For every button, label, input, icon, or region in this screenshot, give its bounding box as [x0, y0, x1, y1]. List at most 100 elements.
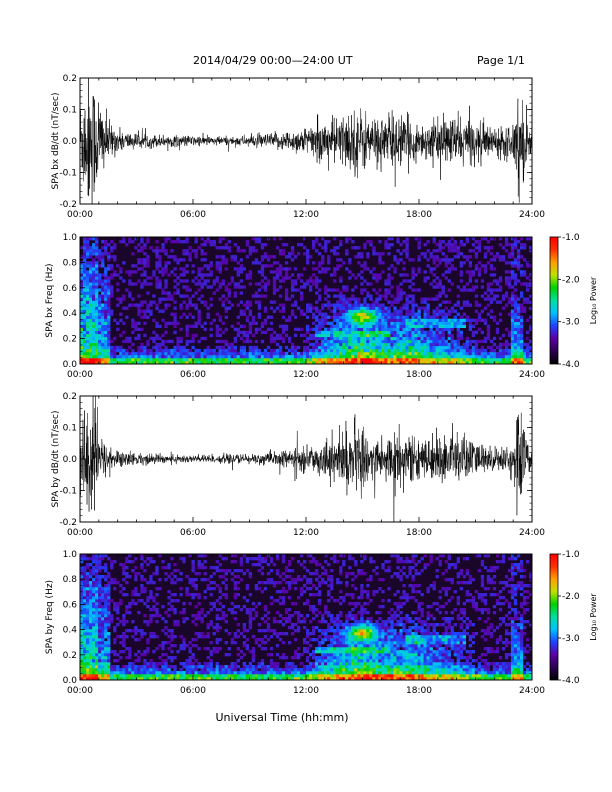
- spectrogram-cell: [408, 357, 412, 362]
- spectrogram-cell: [104, 647, 108, 651]
- spectrogram-cell: [251, 318, 256, 322]
- spectrogram-cell: [486, 288, 491, 292]
- spectrogram-cell: [453, 267, 457, 271]
- spectrogram-cell: [89, 608, 93, 612]
- spectrogram-cell: [200, 354, 204, 359]
- y-tick-label: -0.2: [59, 200, 77, 210]
- spectrogram-cell: [441, 360, 445, 365]
- spectrogram-cell: [83, 587, 87, 591]
- spectrogram-cell: [387, 336, 391, 341]
- spectrogram-cell: [378, 306, 382, 310]
- spectrogram-cell: [327, 360, 331, 365]
- spectrogram-cell: [185, 240, 189, 244]
- spectrogram-cell: [119, 276, 123, 280]
- spectrogram-cell: [143, 357, 147, 362]
- spectrogram-cell: [239, 608, 244, 612]
- spectrogram-cell: [378, 333, 382, 338]
- spectrogram-cell: [176, 237, 180, 241]
- spectrogram-cell: [465, 303, 470, 307]
- spectrogram-cell: [438, 261, 442, 265]
- spectrogram-cell: [173, 623, 177, 627]
- spectrogram-cell: [426, 240, 430, 244]
- spectrogram-cell: [185, 324, 189, 329]
- spectrogram-cell: [119, 270, 123, 274]
- spectrogram-cell: [296, 243, 301, 247]
- spectrogram-cell: [80, 575, 84, 579]
- spectrogram-cell: [266, 354, 271, 359]
- spectrogram-cell: [221, 348, 225, 353]
- spectrogram-cell: [83, 575, 87, 579]
- spectrogram-cell: [396, 336, 400, 341]
- x-tick-label: 00:00: [67, 210, 93, 220]
- spectrogram-cell: [110, 671, 114, 675]
- spectrogram-cell: [251, 345, 256, 350]
- spectrogram-cell: [480, 309, 485, 313]
- spectrogram-cell: [113, 351, 117, 356]
- spectrogram-cell: [284, 333, 289, 338]
- spectrogram-cell: [396, 357, 400, 362]
- spectrogram-cell: [179, 587, 183, 591]
- spectrogram-cell: [80, 270, 84, 274]
- spectrogram-cell: [245, 671, 250, 675]
- spectrogram-cell: [468, 261, 473, 265]
- spectrogram-cell: [110, 360, 114, 365]
- spectrogram-cell: [351, 288, 355, 292]
- spectrogram-cell: [393, 354, 397, 359]
- spectrogram-cell: [143, 665, 147, 669]
- spectrogram-cell: [200, 252, 204, 256]
- spectrogram-cell: [161, 348, 165, 353]
- spectrogram-cell: [272, 261, 277, 265]
- spectrogram-cell: [104, 614, 108, 618]
- spectrogram-cell: [519, 318, 524, 322]
- spectrogram-cell: [95, 285, 99, 289]
- spectrogram-cell: [239, 258, 244, 262]
- spectrogram-cell: [369, 303, 373, 307]
- spectrogram-cell: [167, 647, 171, 651]
- spectrogram-cell: [501, 246, 506, 250]
- spectrogram-cell: [315, 300, 319, 304]
- spectrogram-cell: [495, 357, 500, 362]
- spectrogram-cell: [113, 650, 117, 654]
- spectrogram-cell: [306, 339, 310, 344]
- spectrogram-cell: [393, 342, 397, 347]
- spectrogram-cell: [215, 650, 219, 654]
- spectrogram-cell: [414, 288, 418, 292]
- spectrogram-cell: [498, 348, 503, 353]
- spectrogram-cell: [203, 264, 207, 268]
- spectrogram-cell: [197, 674, 201, 678]
- spectrogram-cell: [224, 653, 228, 657]
- spectrogram-cell: [260, 671, 265, 675]
- spectrogram-cell: [477, 327, 482, 332]
- spectrogram-cell: [152, 270, 156, 274]
- spectrogram-cell: [438, 243, 442, 247]
- spectrogram-cell: [119, 563, 123, 567]
- spectrogram-cell: [83, 593, 87, 597]
- spectrogram-cell: [405, 279, 409, 283]
- spectrogram-cell: [429, 324, 433, 329]
- spectrogram-cell: [489, 348, 494, 353]
- spectrogram-cell: [248, 321, 253, 325]
- spectrogram-cell: [528, 348, 533, 353]
- spectrogram-cell: [173, 279, 177, 283]
- spectrogram-cell: [260, 674, 265, 678]
- spectrogram-cell: [396, 327, 400, 332]
- spectrogram-cell: [128, 279, 132, 283]
- spectrogram-cell: [426, 297, 430, 301]
- spectrogram-cell: [164, 330, 168, 335]
- spectrogram-cell: [525, 300, 530, 304]
- spectrogram-cell: [170, 632, 174, 636]
- spectrogram-cell: [80, 593, 84, 597]
- spectrogram-cell: [89, 635, 93, 639]
- spectrogram-cell: [137, 312, 141, 316]
- spectrogram-cell: [104, 273, 108, 277]
- spectrogram-cell: [411, 360, 415, 365]
- spectrogram-cell: [95, 593, 99, 597]
- spectrogram-cell: [140, 578, 144, 582]
- spectrogram-cell: [140, 584, 144, 588]
- spectrogram-cell: [408, 312, 412, 316]
- spectrogram-cell: [315, 333, 319, 338]
- spectrogram-cell: [83, 303, 87, 307]
- spectrogram-cell: [269, 635, 274, 639]
- spectrogram-cell: [302, 267, 307, 271]
- spectrogram-cell: [86, 285, 90, 289]
